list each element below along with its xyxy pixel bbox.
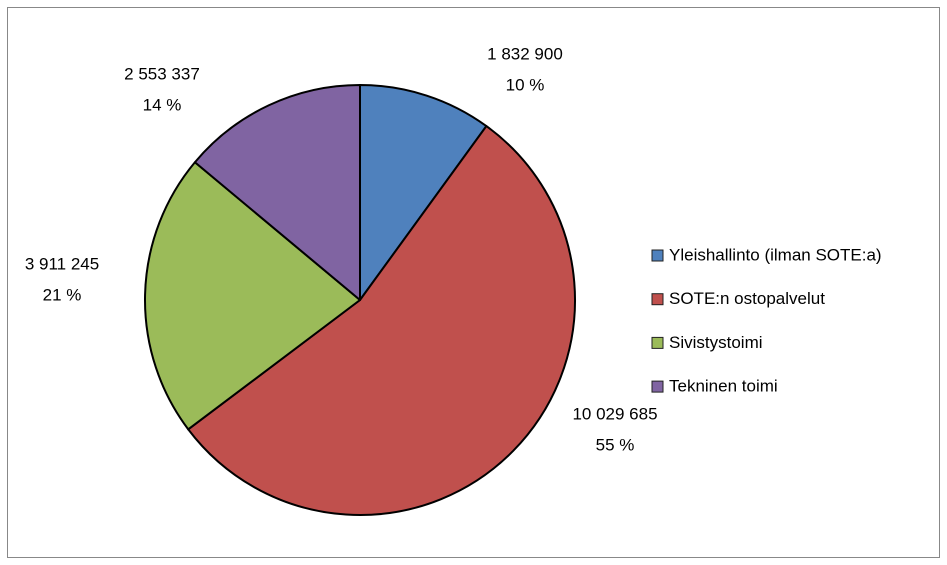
data-label: 2 553 337 [124, 64, 200, 83]
data-label: 1 832 900 [487, 44, 563, 63]
legend-label: Tekninen toimi [669, 377, 778, 396]
pie-slice [193, 84, 361, 301]
pie-slice [359, 84, 488, 301]
percent-label: 21 % [43, 285, 82, 304]
legend-label: Sivistystoimi [669, 333, 763, 352]
legend-label: Yleishallinto (ilman SOTE:a) [669, 245, 882, 264]
legend-swatch [651, 336, 664, 349]
pie-slice [187, 125, 576, 516]
percent-label: 55 % [596, 435, 635, 454]
data-label: 3 911 245 [25, 254, 99, 273]
legend-swatch [651, 293, 664, 306]
percent-label: 14 % [143, 95, 182, 114]
legend-label: SOTE:n ostopalvelut [669, 289, 825, 308]
legend-swatch [651, 249, 664, 262]
percent-label: 10 % [506, 75, 545, 94]
pie-slice [144, 161, 361, 431]
data-label: 10 029 685 [572, 404, 657, 423]
legend-swatch [651, 380, 664, 393]
